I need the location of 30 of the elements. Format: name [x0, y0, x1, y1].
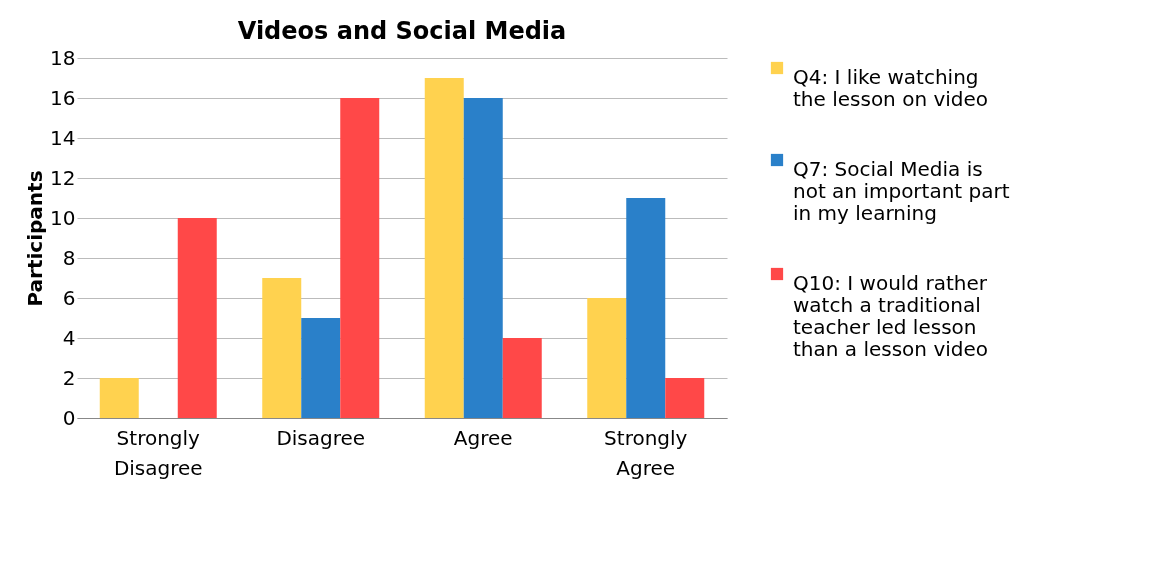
bar: [177, 218, 217, 418]
y-tick-label: 2: [62, 365, 76, 390]
legend-label: Q7: Social Media is not an important part in my learning: [793, 157, 1010, 225]
x-tick-label: Agree: [453, 425, 513, 450]
x-tick-label: Strongly Disagree: [113, 425, 203, 480]
bar: [626, 198, 666, 418]
chart-title: Videos and Social Media: [237, 17, 567, 45]
y-tick-label: 8: [62, 245, 76, 270]
bar: [665, 378, 705, 418]
x-tick-label: Disagree: [276, 425, 366, 450]
y-tick-label: 10: [50, 205, 76, 230]
legend-label: Q10: I would rather watch a traditional teacher led lesson than a lesson video: [793, 271, 989, 361]
bar: [424, 78, 464, 418]
bar: [463, 98, 503, 418]
bar: [340, 98, 380, 418]
bar: [502, 338, 542, 418]
y-tick-label: 16: [50, 85, 76, 110]
bar: [99, 378, 139, 418]
bar: [587, 298, 627, 418]
bar: [301, 318, 341, 418]
y-tick-label: 12: [50, 165, 76, 190]
y-tick-label: 0: [62, 405, 76, 430]
y-tick-label: 18: [50, 45, 76, 70]
y-tick-label: 6: [62, 285, 76, 310]
bar: [262, 278, 302, 418]
y-tick-label: 4: [62, 325, 76, 350]
y-tick-label: 14: [50, 125, 76, 150]
legend-label: Q4: I like watching the lesson on video: [793, 65, 989, 111]
y-axis-title: Participants: [23, 170, 48, 307]
x-tick-label: Strongly Agree: [604, 425, 688, 480]
